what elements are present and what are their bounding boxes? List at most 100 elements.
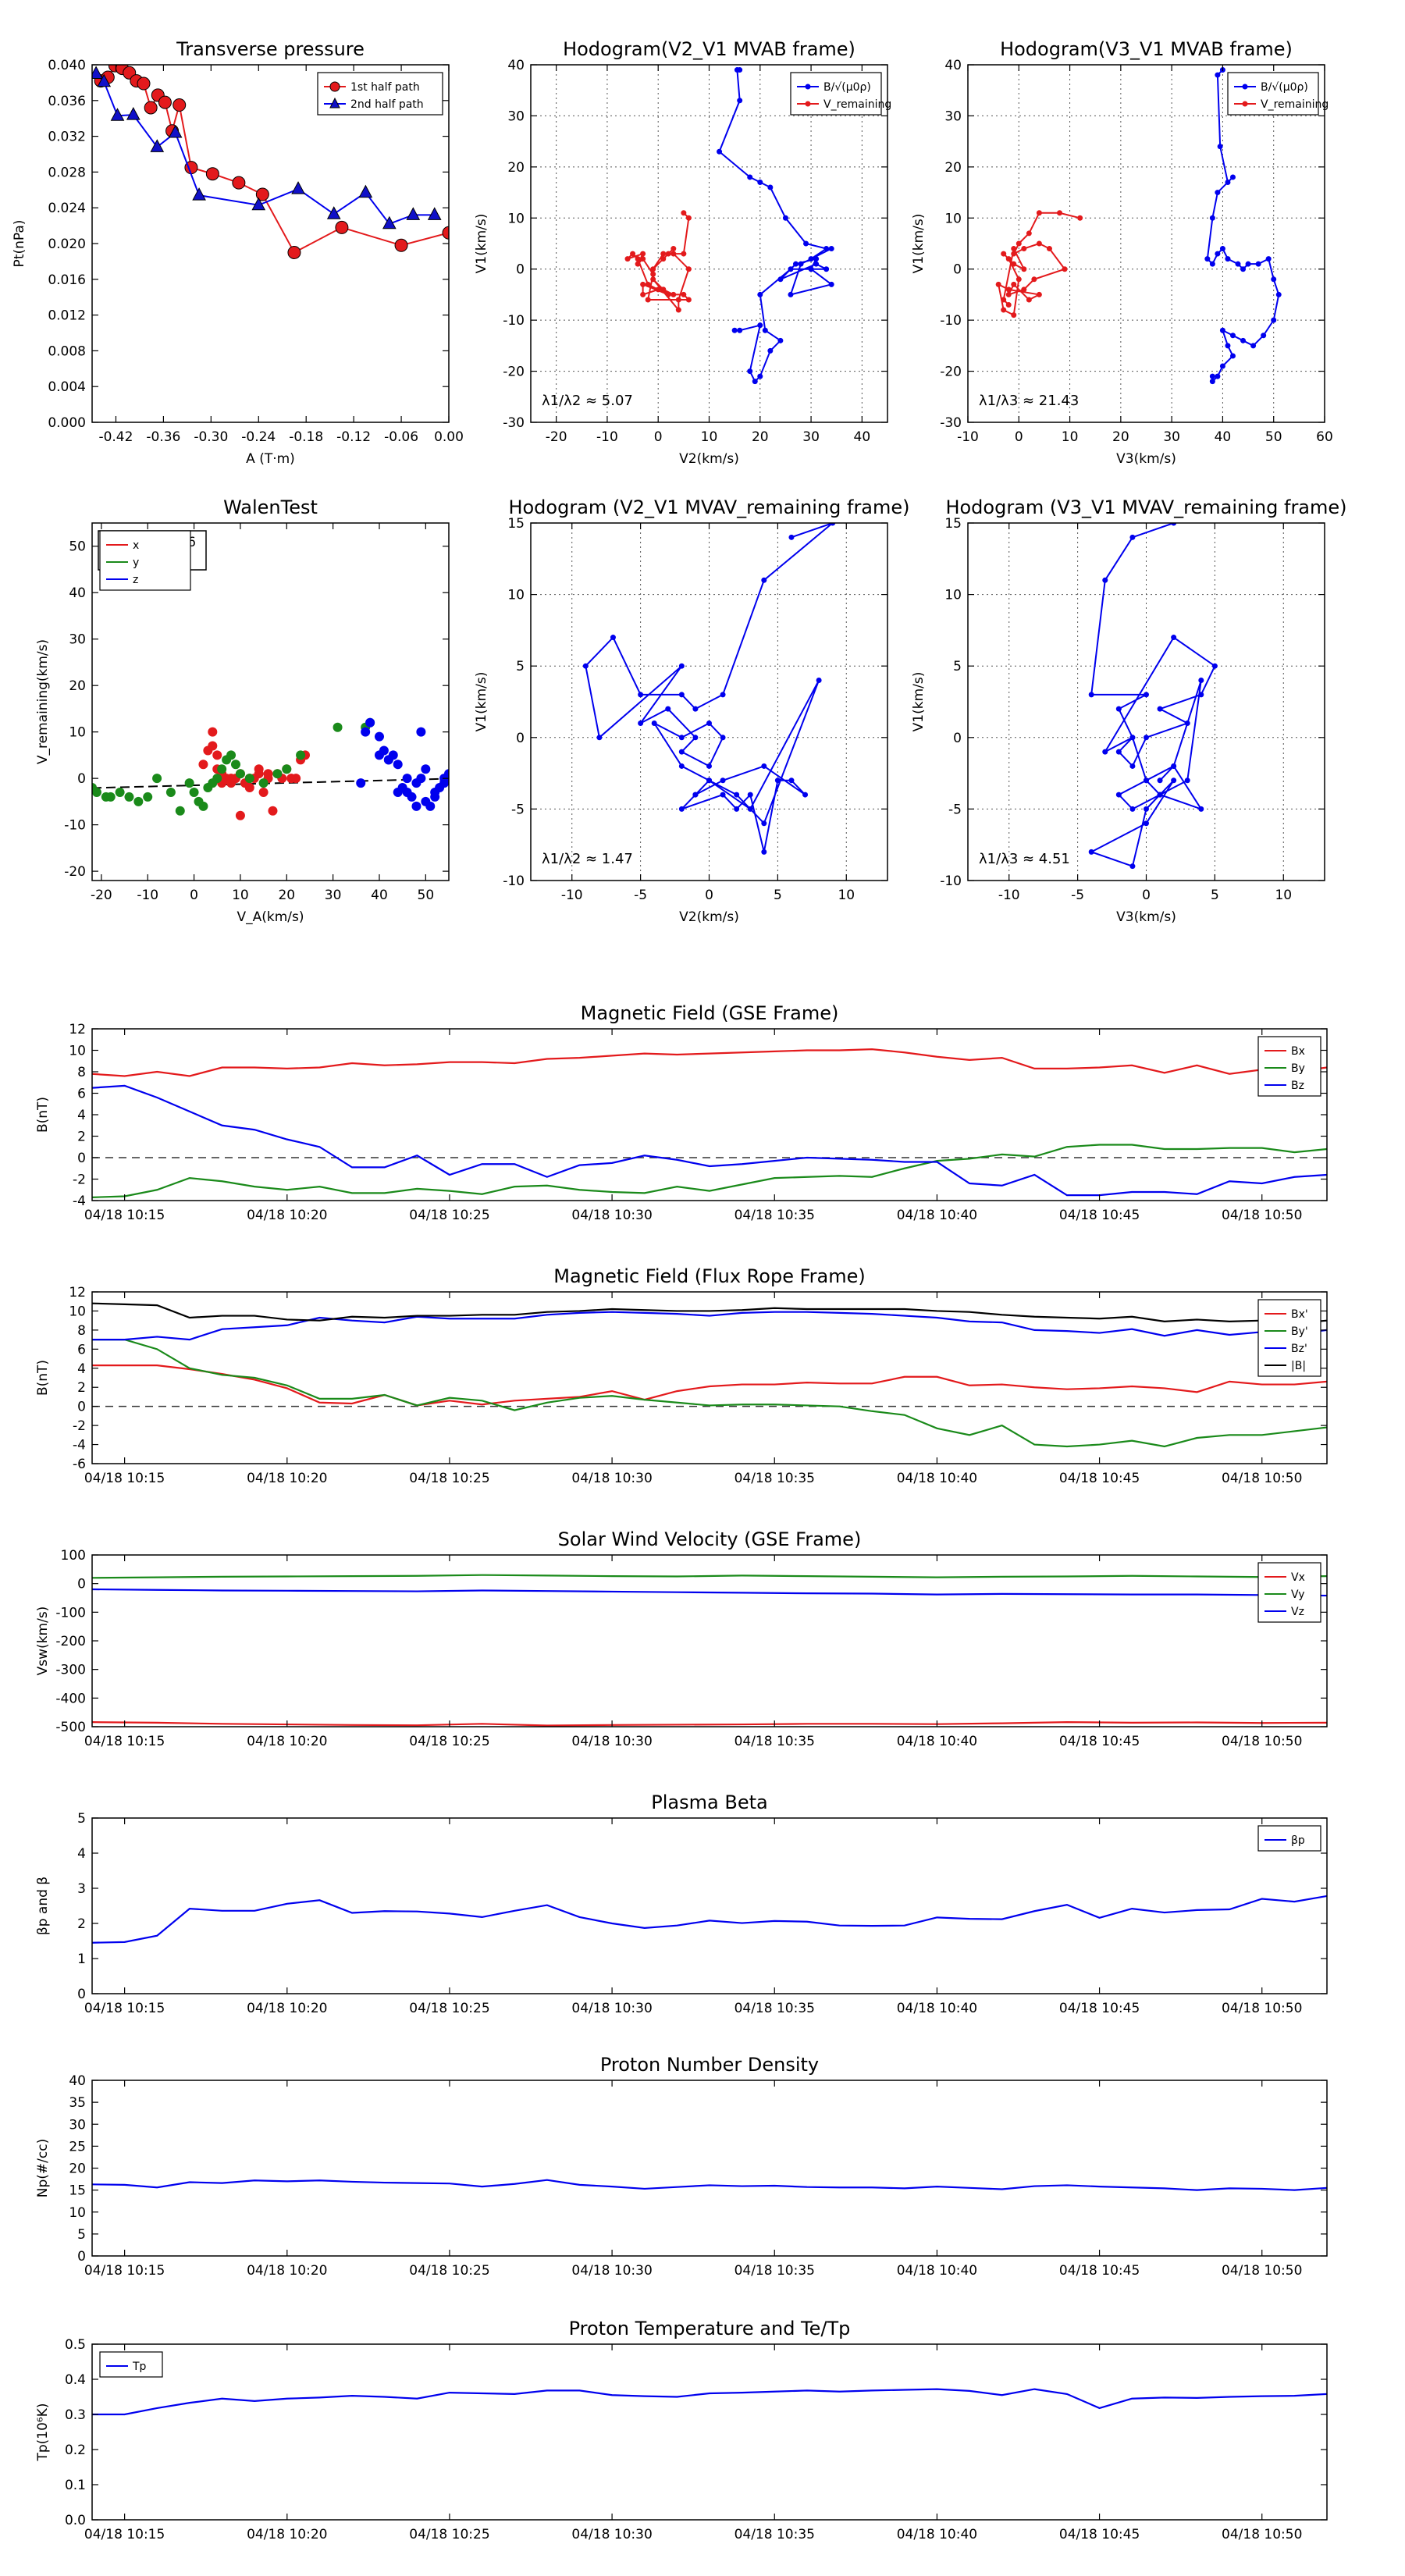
data-point: [1129, 863, 1136, 870]
x-tick-label: -10: [957, 429, 979, 445]
data-point: [685, 215, 692, 221]
data-point: [251, 197, 266, 211]
legend-box: [317, 72, 443, 116]
data-point: [678, 692, 685, 698]
chart-ts_b_fr: Magnetic Field (Flux Rope Frame) 04/18 10…: [35, 1265, 1328, 1486]
series-line: [92, 1574, 1327, 1579]
data-point: [374, 731, 384, 742]
data-point: [767, 347, 774, 354]
y-tick-label: 12: [69, 1022, 86, 1037]
x-tick-label: 0: [190, 888, 198, 903]
y-tick-label: -10: [64, 818, 86, 834]
chart-ts_beta: Plasma Beta 04/18 10:15 04/18 10:20 04/18 1…: [35, 1791, 1328, 2016]
plot-area: [92, 1302, 1327, 1448]
plot-area: [92, 65, 449, 259]
data-point: [1157, 777, 1163, 784]
y-tick-label: -500: [55, 1720, 86, 1735]
x-tick-label: 50: [418, 888, 435, 903]
data-point: [1229, 333, 1236, 339]
data-point: [291, 774, 301, 784]
series-Bz: [92, 1084, 1327, 1197]
series-Tp: [92, 2388, 1327, 2416]
legend: B/√(μ0ρ) V_remaining: [790, 72, 891, 116]
data-point: [692, 792, 699, 798]
x-axis-label: V2(km/s): [679, 451, 739, 467]
data-point: [1275, 291, 1282, 297]
legend-label: Bx: [1291, 1045, 1305, 1058]
x-tick-label: 30: [325, 888, 342, 903]
legend: xyz: [99, 530, 191, 591]
legend-label: x: [133, 539, 139, 552]
y-axis-label: V1(km/s): [911, 214, 927, 274]
data-point: [258, 778, 269, 788]
y-tick-label: 10: [69, 1044, 86, 1059]
y-axis-label: B(nT): [35, 1360, 51, 1396]
data-point: [747, 368, 753, 375]
y-axis-label: V1(km/s): [474, 214, 489, 274]
series-line: [92, 1144, 1327, 1198]
data-point: [1184, 720, 1190, 726]
data-point: [406, 207, 421, 220]
chart-ts_np: Proton Number Density 04/18 10:15 04/18 10…: [35, 2054, 1328, 2279]
data-point: [1026, 230, 1032, 237]
data-point: [427, 207, 442, 220]
data-point: [720, 692, 726, 698]
legend-box: [790, 72, 882, 116]
data-point: [361, 727, 371, 737]
data-point: [803, 240, 809, 247]
y-tick-label: 0.024: [48, 201, 86, 216]
y-axis-label: B(nT): [35, 1097, 51, 1133]
data-point: [665, 291, 671, 297]
legend-label: Bz: [1291, 1080, 1304, 1092]
plot-area: [92, 717, 449, 820]
legend-box: [1257, 1036, 1321, 1097]
y-tick-label: 40: [69, 585, 86, 601]
data-point: [1036, 210, 1042, 216]
data-point: [393, 787, 403, 797]
x-tick-label: 5: [1211, 888, 1219, 903]
data-point: [1077, 215, 1083, 221]
data-point: [747, 792, 753, 798]
data-point: [208, 727, 218, 737]
data-point: [126, 107, 140, 120]
series-line: [1089, 523, 1216, 867]
data-point: [1144, 806, 1149, 812]
x-tick-label: 40: [854, 429, 871, 445]
y-tick-label: 15: [944, 516, 962, 532]
chart-title: Hodogram(V3_V1 MVAB frame): [1000, 38, 1293, 60]
data-point: [747, 174, 753, 180]
data-point: [762, 327, 768, 333]
data-point: [1157, 792, 1163, 798]
data-point: [1209, 261, 1215, 267]
x-axis-label: V_A(km/s): [237, 909, 304, 925]
data-point: [655, 286, 661, 293]
y-tick-label: 1: [77, 1952, 86, 1967]
data-point: [678, 749, 685, 755]
x-tick-label: -20: [546, 429, 567, 445]
x-tick-label: 10: [1275, 888, 1292, 903]
data-point: [808, 266, 814, 272]
data-point: [268, 806, 278, 816]
data-point: [777, 337, 784, 343]
data-point: [685, 266, 692, 272]
y-tick-label: -20: [64, 864, 86, 880]
data-point: [255, 187, 269, 201]
data-point: [1115, 749, 1122, 755]
y-tick-label: 6: [77, 1087, 86, 1102]
data-point: [650, 266, 656, 272]
data-point: [828, 246, 834, 252]
data-point: [1005, 302, 1012, 308]
data-point: [734, 806, 740, 812]
series-Vx: [92, 1721, 1327, 1727]
series-line: [92, 1588, 1327, 1597]
y-tick-label: -4: [73, 1194, 86, 1209]
chart-title: Hodogram(V2_V1 MVAB frame): [563, 38, 855, 60]
legend-box: [99, 2351, 163, 2378]
data-point: [1204, 256, 1211, 262]
x-axis-label: A (T·m): [246, 451, 295, 467]
x-tick-label: 04/18 10:30: [571, 1471, 652, 1486]
legend: 1st half path 2nd half path: [317, 72, 443, 116]
data-point: [1057, 210, 1063, 216]
data-point: [287, 245, 301, 259]
